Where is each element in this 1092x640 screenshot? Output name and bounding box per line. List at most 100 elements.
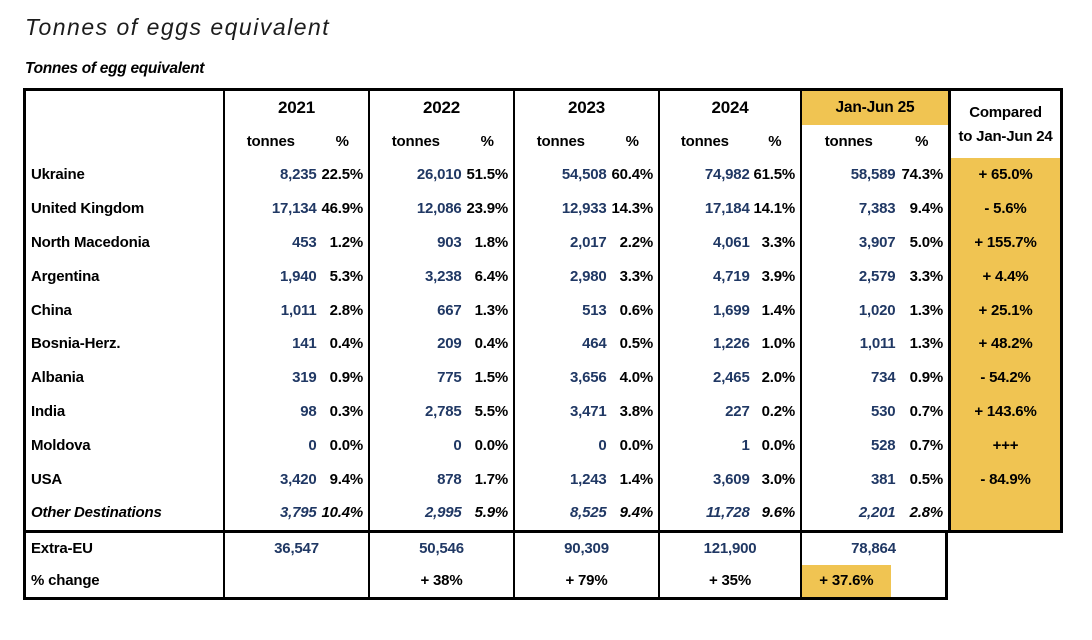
pct-value: 0.3% [329,402,364,420]
tonnes-value: 17,184 [704,200,750,218]
tonnes-value: 464 [582,335,607,353]
total-value: 78,864 [800,532,945,565]
pct-value: 0.6% [619,301,654,319]
row-label: Extra-EU [31,540,93,558]
pct-value: 3.0% [761,470,796,488]
table-row-argentina: Argentina 1,940 5.3% 3,238 6.4% 2,980 3.3% … [26,259,1060,294]
pct-value: 23.9% [466,200,508,218]
tonnes-value: 2,201 [858,504,896,522]
compared-value: - 54.2% [948,360,1060,395]
tonnes-value: 3,795 [279,504,317,522]
tonnes-value: 141 [292,335,317,353]
compared-value: + 25.1% [948,293,1060,327]
tonnes-value: 3,420 [279,470,317,488]
tonnes-value: 11,728 [706,504,750,522]
pct-value: 4.0% [619,369,654,387]
table-row-bosnia-herz: Bosnia-Herz. 141 0.4% 209 0.4% 464 0.5% 1,2… [26,326,1060,361]
pct-value: 5.5% [474,402,509,420]
subheader-pct: % [480,133,494,150]
tonnes-value: 513 [582,301,607,319]
pct-value: 3.9% [761,267,796,285]
tonnes-value: 98 [300,402,317,420]
pct-value: 1.3% [474,301,509,319]
pct-value: 5.3% [329,267,364,285]
pct-value: 9.4% [619,504,654,522]
row-label: Moldova [31,436,91,454]
pct-value: 0.0% [329,436,364,454]
row-label: Albania [31,369,84,387]
pct-value: 1.3% [909,335,944,353]
pct-value: 2.2% [619,233,654,251]
table-totals: Extra-EU 36,547 50,546 90,309 121,900 78… [23,532,948,600]
tonnes-value: 1 [741,436,750,454]
pct-value: 6.4% [474,267,509,285]
table-main: 2021 tonnes% 2022 tonnes% 2023 tonnes% 2… [23,88,1063,533]
tonnes-value: 903 [437,233,462,251]
compared-value: + 65.0% [948,158,1060,192]
year-label: 2024 [711,98,749,117]
egg-trade-table: 2021 tonnes% 2022 tonnes% 2023 tonnes% 2… [23,88,1063,600]
pct-value: 3.3% [761,233,796,251]
pct-change-value: + 38% [368,564,513,597]
pct-change-value: + 35% [658,564,800,597]
pct-value: 9.6% [761,504,796,522]
pct-value: 1.5% [474,369,509,387]
header-2021: 2021 tonnes% [223,91,368,158]
pct-value: 0.5% [909,470,944,488]
pct-value: 0.7% [909,402,944,420]
total-value: 50,546 [368,532,513,565]
compared-value: + 4.4% [948,259,1060,294]
tonnes-value: 0 [598,436,607,454]
pct-value: 46.9% [321,200,363,218]
pct-value: 0.5% [619,335,654,353]
table-row-other-destinations: Other Destinations 3,795 10.4% 2,995 5.9% … [26,495,1060,530]
pct-change-value-empty [223,564,368,597]
table-row-ukraine: Ukraine 8,235 22.5% 26,010 51.5% 54,508 60.… [26,158,1060,192]
pct-value: 2.8% [909,504,944,522]
subheader-tonnes: tonnes [536,133,585,150]
tonnes-value: 319 [292,369,317,387]
total-value: 36,547 [223,532,368,565]
year-label: 2022 [422,98,461,117]
pct-value: 3.8% [619,402,654,420]
tonnes-value: 1,011 [859,335,896,353]
pct-value: 61.5% [753,166,795,184]
tonnes-value: 3,471 [569,402,607,420]
pct-change-value-highlighted: + 37.6% [802,564,891,597]
subheader-pct: % [335,133,349,150]
pct-change-cell-janjun25: + 37.6% [800,564,945,597]
pct-value: 0.2% [761,402,796,420]
pct-value: 1.0% [761,335,796,353]
row-label: Other Destinations [31,504,162,522]
header-janjun25: Jan-Jun 25 tonnes% [800,91,948,158]
pct-value: 5.0% [909,233,944,251]
tonnes-value: 1,011 [280,301,317,319]
table-row-usa: USA 3,420 9.4% 878 1.7% 1,243 1.4% 3,609 3.0… [26,462,1060,496]
header-empty-cell [26,91,223,158]
tonnes-value: 381 [871,470,896,488]
page-title: Tonnes of eggs equivalent [25,14,331,40]
pct-value: 9.4% [329,470,364,488]
subheader-tonnes: tonnes [246,133,295,150]
pct-value: 1.4% [761,301,796,319]
pct-value: 1.7% [474,470,509,488]
pct-value: 0.9% [909,369,944,387]
year-label-highlighted: Jan-Jun 25 [802,91,948,125]
pct-value: 0.4% [474,335,509,353]
compared-value: + 48.2% [948,326,1060,361]
pct-value: 0.0% [761,436,796,454]
tonnes-value: 0 [453,436,462,454]
pct-value: 9.4% [909,200,944,218]
pct-value: 1.8% [474,233,509,251]
table-row-united-kingdom: United Kingdom 17,134 46.9% 12,086 23.9% 1… [26,191,1060,226]
row-label: Ukraine [31,166,85,184]
tonnes-value: 4,061 [713,233,750,251]
pct-value: 2.8% [329,301,364,319]
tonnes-value: 3,656 [569,369,607,387]
tonnes-value: 734 [871,369,896,387]
pct-value: 51.5% [466,166,508,184]
year-label: 2023 [567,98,606,117]
tonnes-value: 530 [871,402,896,420]
tonnes-value: 8,235 [279,166,317,184]
pct-value: 2.0% [761,369,796,387]
